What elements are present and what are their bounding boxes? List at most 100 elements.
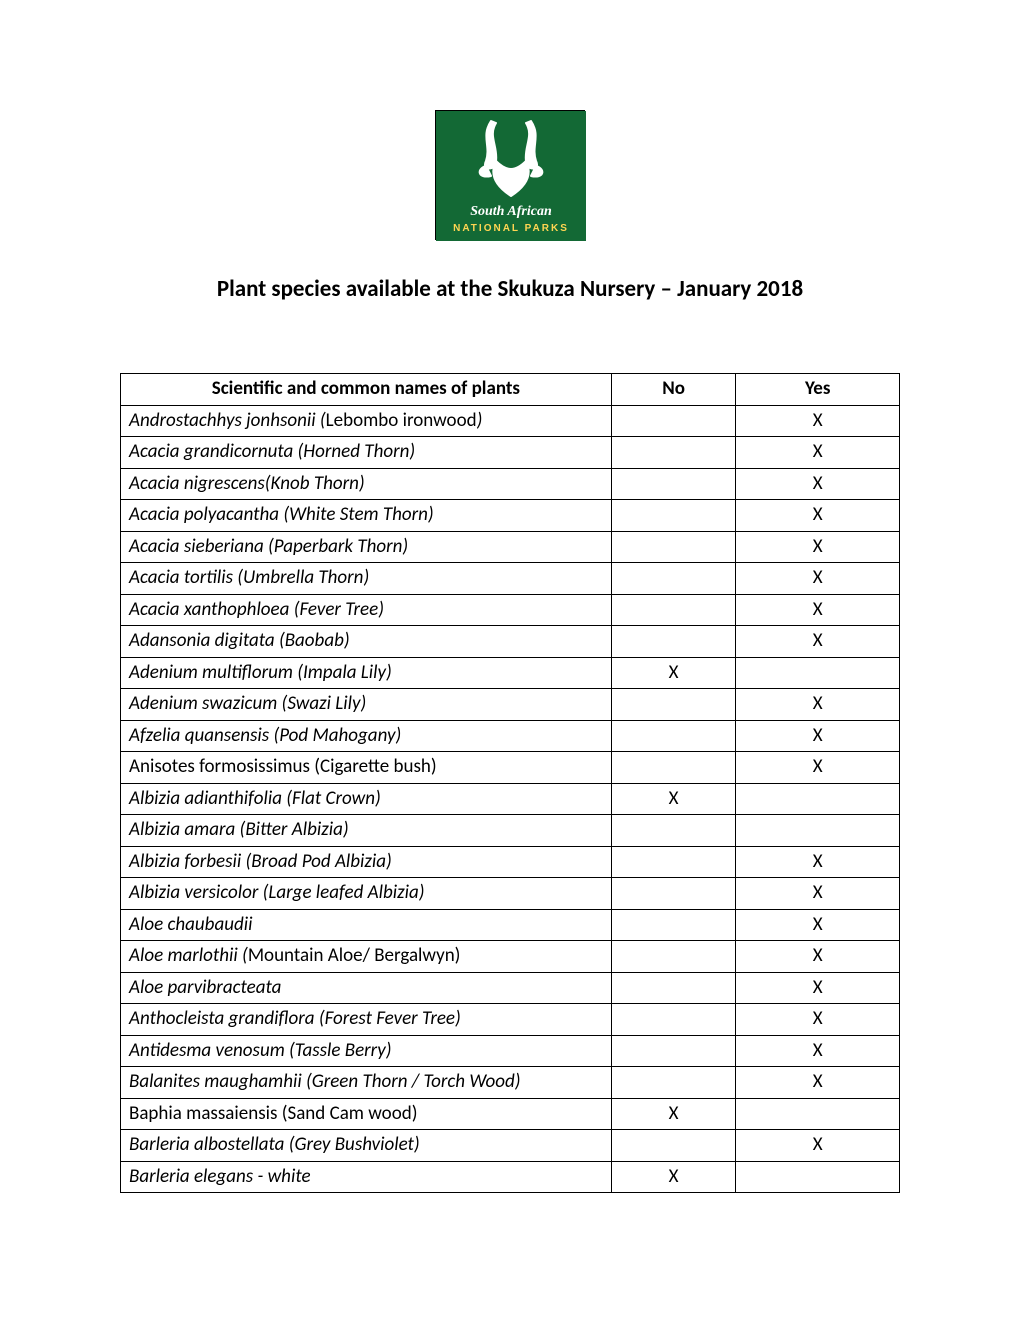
table-row: Albizia adianthifolia (Flat Crown)X [121,783,900,815]
plant-name-cell: Albizia amara (Bitter Albizia) [121,815,612,847]
plant-name-cell: Adansonia digitata (Baobab) [121,626,612,658]
yes-cell: X [736,909,900,941]
yes-cell: X [736,1035,900,1067]
no-cell [611,1067,736,1099]
table-row: Adansonia digitata (Baobab) X [121,626,900,658]
plant-name-cell: Antidesma venosum (Tassle Berry) [121,1035,612,1067]
plant-name-cell: Baphia massaiensis (Sand Cam wood) [121,1098,612,1130]
yes-cell: X [736,437,900,469]
table-row: Aloe chaubaudiiX [121,909,900,941]
plant-name-cell: Aloe parvibracteata [121,972,612,1004]
no-cell [611,1004,736,1036]
yes-cell: X [736,531,900,563]
table-row: Acacia xanthophloea (Fever Tree) X [121,594,900,626]
plant-name-cell: Acacia nigrescens(Knob Thorn) [121,468,612,500]
yes-cell [736,1098,900,1130]
yes-cell: X [736,1067,900,1099]
logo-container: South African NATIONAL PARKS [120,110,900,245]
yes-cell: X [736,405,900,437]
yes-cell: X [736,941,900,973]
table-row: Androstachhys jonhsonii (Lebombo ironwoo… [121,405,900,437]
plant-name-cell: Aloe marlothii (Mountain Aloe/ Bergalwyn… [121,941,612,973]
no-cell [611,752,736,784]
yes-cell: X [736,878,900,910]
table-row: Anthocleista grandiflora (Forest Fever T… [121,1004,900,1036]
table-row: Adenium swazicum (Swazi Lily) X [121,689,900,721]
table-row: Acacia nigrescens(Knob Thorn) X [121,468,900,500]
yes-cell: X [736,972,900,1004]
no-cell [611,1130,736,1162]
yes-cell: X [736,594,900,626]
plant-name-cell: Albizia forbesii (Broad Pod Albizia) [121,846,612,878]
yes-cell: X [736,1130,900,1162]
yes-cell [736,1161,900,1193]
table-row: Balanites maughamhii (Green Thorn / Torc… [121,1067,900,1099]
plant-name-cell: Balanites maughamhii (Green Thorn / Torc… [121,1067,612,1099]
yes-cell: X [736,563,900,595]
no-cell [611,878,736,910]
no-cell: X [611,783,736,815]
yes-cell: X [736,500,900,532]
table-row: Barleria albostellata (Grey Bushviolet)X [121,1130,900,1162]
kudu-logo-svg: South African NATIONAL PARKS [436,111,586,241]
plant-name-cell: Anthocleista grandiflora (Forest Fever T… [121,1004,612,1036]
table-row: Antidesma venosum (Tassle Berry) X [121,1035,900,1067]
plant-name-cell: Acacia xanthophloea (Fever Tree) [121,594,612,626]
col-header-name: Scientific and common names of plants [121,374,612,406]
plant-name-cell: Afzelia quansensis (Pod Mahogany) [121,720,612,752]
no-cell [611,626,736,658]
no-cell [611,720,736,752]
table-row: Acacia tortilis (Umbrella Thorn) X [121,563,900,595]
no-cell [611,500,736,532]
no-cell [611,468,736,500]
table-row: Acacia sieberiana (Paperbark Thorn)X [121,531,900,563]
logo-line2: NATIONAL PARKS [453,223,569,234]
col-header-yes: Yes [736,374,900,406]
no-cell [611,941,736,973]
plant-name-cell: Anisotes formosissimus (Cigarette bush) [121,752,612,784]
no-cell [611,437,736,469]
table-row: Baphia massaiensis (Sand Cam wood)X [121,1098,900,1130]
no-cell: X [611,1098,736,1130]
no-cell [611,689,736,721]
table-row: Aloe parvibracteata X [121,972,900,1004]
table-header-row: Scientific and common names of plants No… [121,374,900,406]
plant-name-cell: Acacia grandicornuta (Horned Thorn) [121,437,612,469]
table-row: Acacia polyacantha (White Stem Thorn)X [121,500,900,532]
logo-line1: South African [470,204,552,219]
page-title: Plant species available at the Skukuza N… [120,275,900,303]
plant-name-cell: Barleria elegans - white [121,1161,612,1193]
table-row: Anisotes formosissimus (Cigarette bush) X [121,752,900,784]
no-cell [611,1035,736,1067]
plant-name-cell: Acacia tortilis (Umbrella Thorn) [121,563,612,595]
yes-cell: X [736,846,900,878]
yes-cell [736,815,900,847]
yes-cell: X [736,689,900,721]
no-cell [611,594,736,626]
no-cell [611,563,736,595]
col-header-no: No [611,374,736,406]
table-row: Afzelia quansensis (Pod Mahogany) X [121,720,900,752]
yes-cell: X [736,1004,900,1036]
no-cell [611,909,736,941]
no-cell: X [611,1161,736,1193]
page: South African NATIONAL PARKS Plant speci… [0,0,1020,1320]
no-cell [611,972,736,1004]
yes-cell [736,783,900,815]
plant-name-cell: Adenium multiflorum (Impala Lily) [121,657,612,689]
table-row: Aloe marlothii (Mountain Aloe/ Bergalwyn… [121,941,900,973]
table-row: Albizia amara (Bitter Albizia) [121,815,900,847]
plant-name-cell: Adenium swazicum (Swazi Lily) [121,689,612,721]
table-body: Androstachhys jonhsonii (Lebombo ironwoo… [121,405,900,1193]
no-cell: X [611,657,736,689]
yes-cell: X [736,752,900,784]
plant-availability-table: Scientific and common names of plants No… [120,373,900,1193]
plant-name-cell: Albizia adianthifolia (Flat Crown) [121,783,612,815]
yes-cell [736,657,900,689]
sanparks-logo: South African NATIONAL PARKS [435,110,585,240]
table-row: Barleria elegans - whiteX [121,1161,900,1193]
yes-cell: X [736,468,900,500]
yes-cell: X [736,720,900,752]
yes-cell: X [736,626,900,658]
table-row: Albizia forbesii (Broad Pod Albizia) X [121,846,900,878]
